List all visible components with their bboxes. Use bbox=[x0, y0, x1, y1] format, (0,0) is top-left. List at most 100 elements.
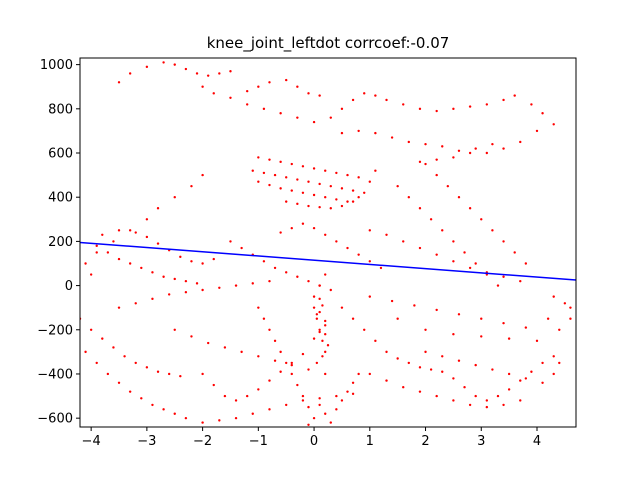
scatter-point bbox=[390, 299, 394, 303]
scatter-point bbox=[218, 72, 221, 75]
scatter-point bbox=[435, 308, 438, 312]
scatter-point bbox=[541, 112, 544, 115]
scatter-point bbox=[340, 107, 344, 111]
scatter-point bbox=[335, 240, 338, 243]
scatter-point bbox=[279, 112, 282, 115]
scatter-point bbox=[268, 183, 271, 187]
scatter-point bbox=[418, 160, 422, 164]
scatter-point bbox=[424, 162, 427, 166]
scatter-point bbox=[223, 346, 227, 349]
scatter-point bbox=[128, 390, 132, 393]
scatter-point bbox=[179, 255, 182, 259]
scatter-point bbox=[190, 260, 193, 263]
scatter-point bbox=[474, 363, 477, 367]
scatter-point bbox=[201, 262, 204, 265]
scatter-point bbox=[315, 361, 319, 365]
scatter-point bbox=[351, 317, 355, 320]
scatter-point bbox=[318, 330, 321, 334]
scatter-point bbox=[530, 103, 533, 106]
scatter-point bbox=[530, 370, 533, 373]
scatter-point bbox=[463, 251, 466, 254]
scatter-point bbox=[324, 233, 327, 236]
x-tick-label: 3 bbox=[477, 434, 485, 449]
scatter-point bbox=[285, 361, 288, 365]
scatter-point bbox=[145, 366, 149, 369]
scatter-point bbox=[441, 370, 444, 373]
scatter-point bbox=[368, 229, 371, 232]
scatter-point bbox=[273, 339, 277, 343]
scatter-point bbox=[117, 81, 121, 84]
scatter-point bbox=[552, 123, 555, 126]
scatter-point bbox=[279, 231, 282, 234]
scatter-point bbox=[452, 240, 455, 243]
scatter-point bbox=[385, 98, 388, 102]
scatter-point bbox=[273, 359, 277, 362]
scatter-point bbox=[441, 229, 444, 232]
scatter-point bbox=[324, 273, 327, 276]
scatter-point bbox=[301, 165, 305, 168]
x-tick-label: −2 bbox=[193, 434, 212, 449]
scatter-point bbox=[229, 70, 232, 73]
regression-line bbox=[80, 241, 576, 281]
scatter-point bbox=[418, 366, 422, 369]
scatter-point bbox=[351, 98, 355, 102]
scatter-point bbox=[285, 78, 288, 82]
scatter-point bbox=[312, 120, 316, 124]
scatter-point bbox=[546, 317, 550, 320]
scatter-point bbox=[206, 341, 210, 345]
scatter-point bbox=[95, 251, 98, 254]
scatter-point bbox=[290, 162, 293, 166]
scatter-point bbox=[324, 319, 327, 323]
scatter-point bbox=[558, 328, 561, 331]
scatter-point bbox=[321, 355, 324, 358]
scatter-point bbox=[374, 94, 377, 97]
scatter-point bbox=[184, 67, 188, 71]
scatter-point bbox=[279, 160, 282, 164]
scatter-point bbox=[95, 244, 98, 248]
scatter-point bbox=[167, 293, 171, 296]
scatter-point bbox=[307, 405, 310, 409]
scatter-point bbox=[312, 226, 316, 230]
scatter-point bbox=[257, 156, 260, 159]
scatter-point bbox=[468, 105, 472, 108]
scatter-point bbox=[134, 302, 137, 305]
scatter-point bbox=[485, 151, 489, 155]
scatter-point bbox=[368, 295, 371, 298]
scatter-point bbox=[140, 266, 143, 270]
y-tick-label: 600 bbox=[48, 147, 73, 162]
scatter-point bbox=[324, 350, 327, 354]
scatter-point bbox=[379, 266, 383, 270]
scatter-point bbox=[223, 394, 227, 398]
scatter-point bbox=[167, 372, 171, 376]
scatter-point bbox=[446, 184, 450, 188]
scatter-point bbox=[324, 372, 327, 376]
scatter-point bbox=[296, 116, 299, 119]
scatter-point bbox=[201, 421, 204, 424]
scatter-point bbox=[251, 282, 254, 285]
scatter-point bbox=[296, 275, 299, 278]
scatter-point bbox=[156, 370, 160, 373]
scatter-point bbox=[457, 149, 461, 153]
scatter-point bbox=[457, 196, 461, 199]
scatter-point bbox=[123, 355, 126, 358]
scatter-point bbox=[307, 279, 310, 283]
scatter-point bbox=[435, 173, 438, 177]
scatter-point bbox=[285, 403, 288, 407]
scatter-point bbox=[502, 98, 505, 102]
scatter-point bbox=[424, 350, 427, 354]
scatter-point bbox=[468, 266, 472, 270]
scatter-point bbox=[429, 218, 433, 221]
y-tick-label: 1000 bbox=[40, 58, 73, 73]
scatter-point bbox=[312, 306, 316, 309]
scatter-point bbox=[234, 284, 238, 287]
x-tick-label: 2 bbox=[421, 434, 429, 449]
scatter-point bbox=[351, 392, 355, 396]
scatter-point bbox=[340, 131, 344, 135]
scatter-point bbox=[374, 169, 377, 172]
scatter-point bbox=[145, 218, 149, 221]
scatter-point bbox=[535, 129, 539, 133]
scatter-point bbox=[279, 187, 282, 190]
scatter-point bbox=[190, 184, 193, 188]
scatter-point bbox=[273, 266, 277, 270]
